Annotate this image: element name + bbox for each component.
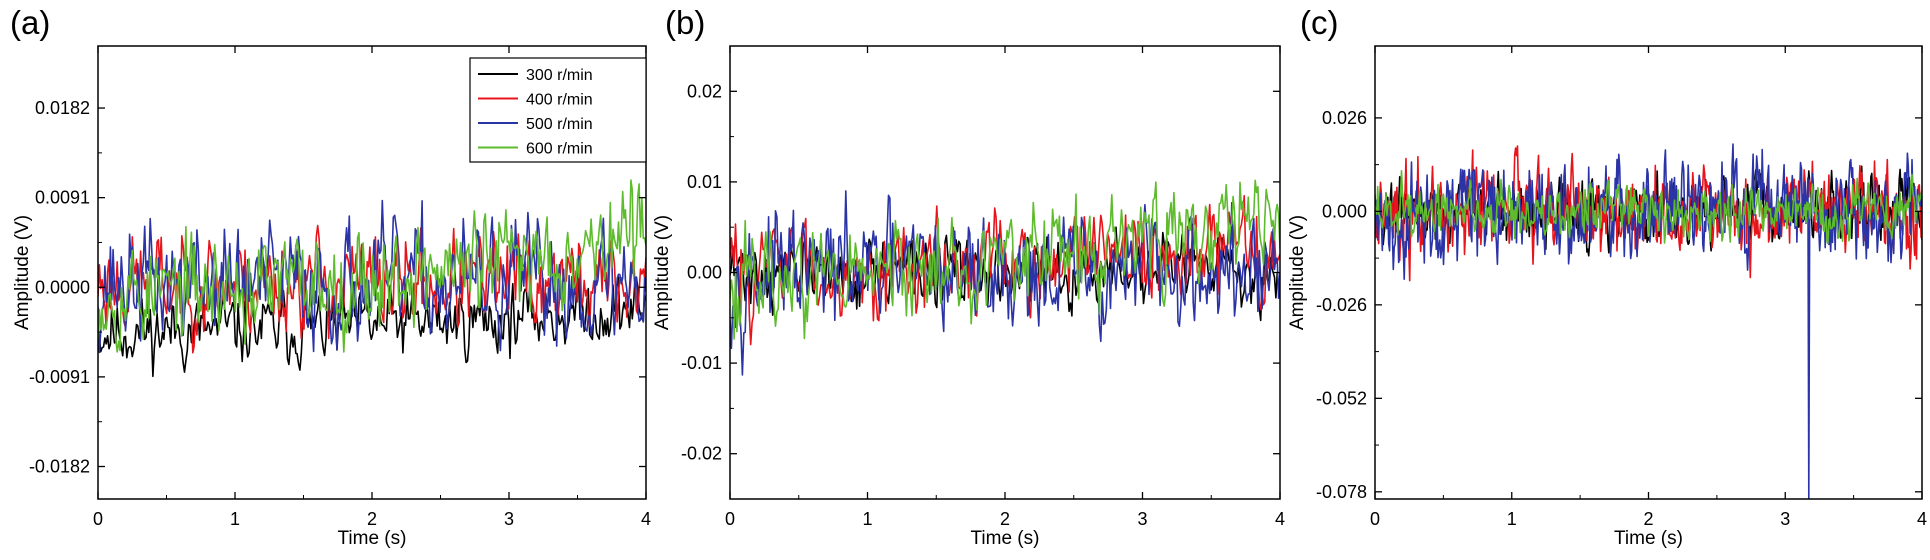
- series-group: [1375, 143, 1922, 499]
- y-tick-label: 0.0182: [35, 98, 90, 118]
- x-tick-label: 4: [641, 509, 651, 529]
- y-tick-label: -0.0182: [29, 457, 90, 477]
- chart-panel-c: 0 1 2 3 4 -0.078 -0.052 -0.026 0.000 0.026 Time (s…: [1287, 4, 1927, 549]
- series-line-600-r-min: [98, 179, 646, 353]
- y-tick-label: -0.01: [681, 353, 722, 373]
- y-tick-label: -0.02: [681, 444, 722, 464]
- y-tick-label: 0.000: [1322, 201, 1367, 221]
- y-tick-label: 0.026: [1322, 108, 1367, 128]
- series-line-300-r-min: [98, 267, 646, 378]
- panel-label: (b): [665, 4, 705, 41]
- x-axis-label: Time (s): [971, 528, 1040, 549]
- x-tick-label: 3: [1137, 509, 1147, 529]
- panel-label: (c): [1300, 4, 1338, 41]
- y-tick-label: 0.02: [687, 81, 722, 101]
- legend: 300 r/min 400 r/min 500 r/min 600 r/min: [469, 57, 647, 163]
- x-tick-label: 2: [1000, 509, 1010, 529]
- x-tick-label: 1: [230, 509, 240, 529]
- x-axis-label: Time (s): [338, 528, 407, 549]
- y-tick-label: -0.0091: [29, 367, 90, 387]
- legend-box: [469, 57, 647, 163]
- x-tick-label: 4: [1275, 509, 1285, 529]
- x-tick-label: 0: [93, 509, 103, 529]
- series-line-600-r-min: [730, 179, 1280, 340]
- panel-label: (a): [10, 4, 50, 41]
- series-group: [730, 179, 1280, 376]
- y-axis-label: Amplitude (V): [12, 215, 33, 330]
- x-tick-label: 0: [1370, 509, 1380, 529]
- y-tick-label: 0.01: [687, 172, 722, 192]
- y-tick-label: -0.026: [1316, 295, 1367, 315]
- x-tick-label: 3: [1780, 509, 1790, 529]
- x-tick-label: 0: [725, 509, 735, 529]
- legend-entry-label: 400 r/min: [526, 92, 593, 109]
- x-tick-label: 1: [862, 509, 872, 529]
- chart-panel-a: 0 1 2 3 4 -0.0182 -0.0091 0.0000 0.0091 0.0182 Tim…: [10, 4, 651, 549]
- y-axis-label: Amplitude (V): [652, 215, 673, 330]
- y-tick-label: -0.052: [1316, 388, 1367, 408]
- legend-entry-label: 500 r/min: [526, 116, 593, 133]
- x-axis-label: Time (s): [1614, 528, 1683, 549]
- legend-entry-label: 600 r/min: [526, 141, 593, 158]
- y-axis-label: Amplitude (V): [1287, 215, 1308, 330]
- legend-entry-label: 300 r/min: [526, 67, 593, 84]
- x-tick-label: 1: [1507, 509, 1517, 529]
- y-tick-label: -0.078: [1316, 482, 1367, 502]
- x-tick-label: 3: [504, 509, 514, 529]
- y-tick-label: 0.00: [687, 263, 722, 283]
- series-line-600-r-min: [1375, 170, 1922, 245]
- y-tick-label: 0.0000: [35, 277, 90, 297]
- chart-panel-b: 0 1 2 3 4 -0.02 -0.01 0.00 0.01 0.02 Time (s) Ampli…: [652, 4, 1285, 549]
- x-tick-label: 2: [1643, 509, 1653, 529]
- panels-group: 0 1 2 3 4-0.0182-0.00910.00000.00910.0182Tim…: [10, 4, 1927, 549]
- x-tick-label: 2: [367, 509, 377, 529]
- y-tick-label: 0.0091: [35, 188, 90, 208]
- series-group: [98, 179, 646, 378]
- x-tick-label: 4: [1917, 509, 1927, 529]
